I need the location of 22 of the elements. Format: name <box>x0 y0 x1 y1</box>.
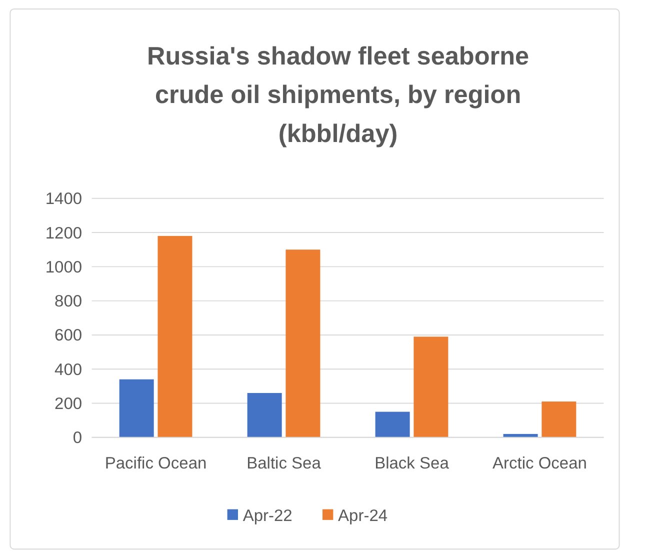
legend-label: Apr-24 <box>338 506 388 525</box>
x-tick-label: Baltic Sea <box>246 454 322 472</box>
bar <box>542 402 576 438</box>
bar <box>158 236 192 438</box>
y-tick-label: 1200 <box>45 224 82 242</box>
bar <box>119 379 154 438</box>
bar <box>247 392 282 438</box>
y-tick-label: 0 <box>72 429 82 448</box>
y-tick-label: 800 <box>54 292 82 311</box>
y-tick-label: 600 <box>54 326 82 345</box>
x-tick-label: Arctic Ocean <box>492 454 587 472</box>
y-tick-label: 400 <box>54 360 82 379</box>
bar <box>286 250 320 438</box>
legend-label: Apr-22 <box>242 506 292 525</box>
y-tick-label: 200 <box>54 395 82 414</box>
bar <box>414 336 448 438</box>
x-tick-label: Pacific Ocean <box>104 454 207 472</box>
x-tick-label: Black Sea <box>374 454 450 472</box>
y-tick-label: 1400 <box>45 190 82 208</box>
chart-title: Russia's shadow fleet seaborne crude oil shipments, by region (kbbl/day) <box>146 42 530 148</box>
y-tick-label: 1000 <box>45 258 82 276</box>
bar <box>375 412 410 438</box>
